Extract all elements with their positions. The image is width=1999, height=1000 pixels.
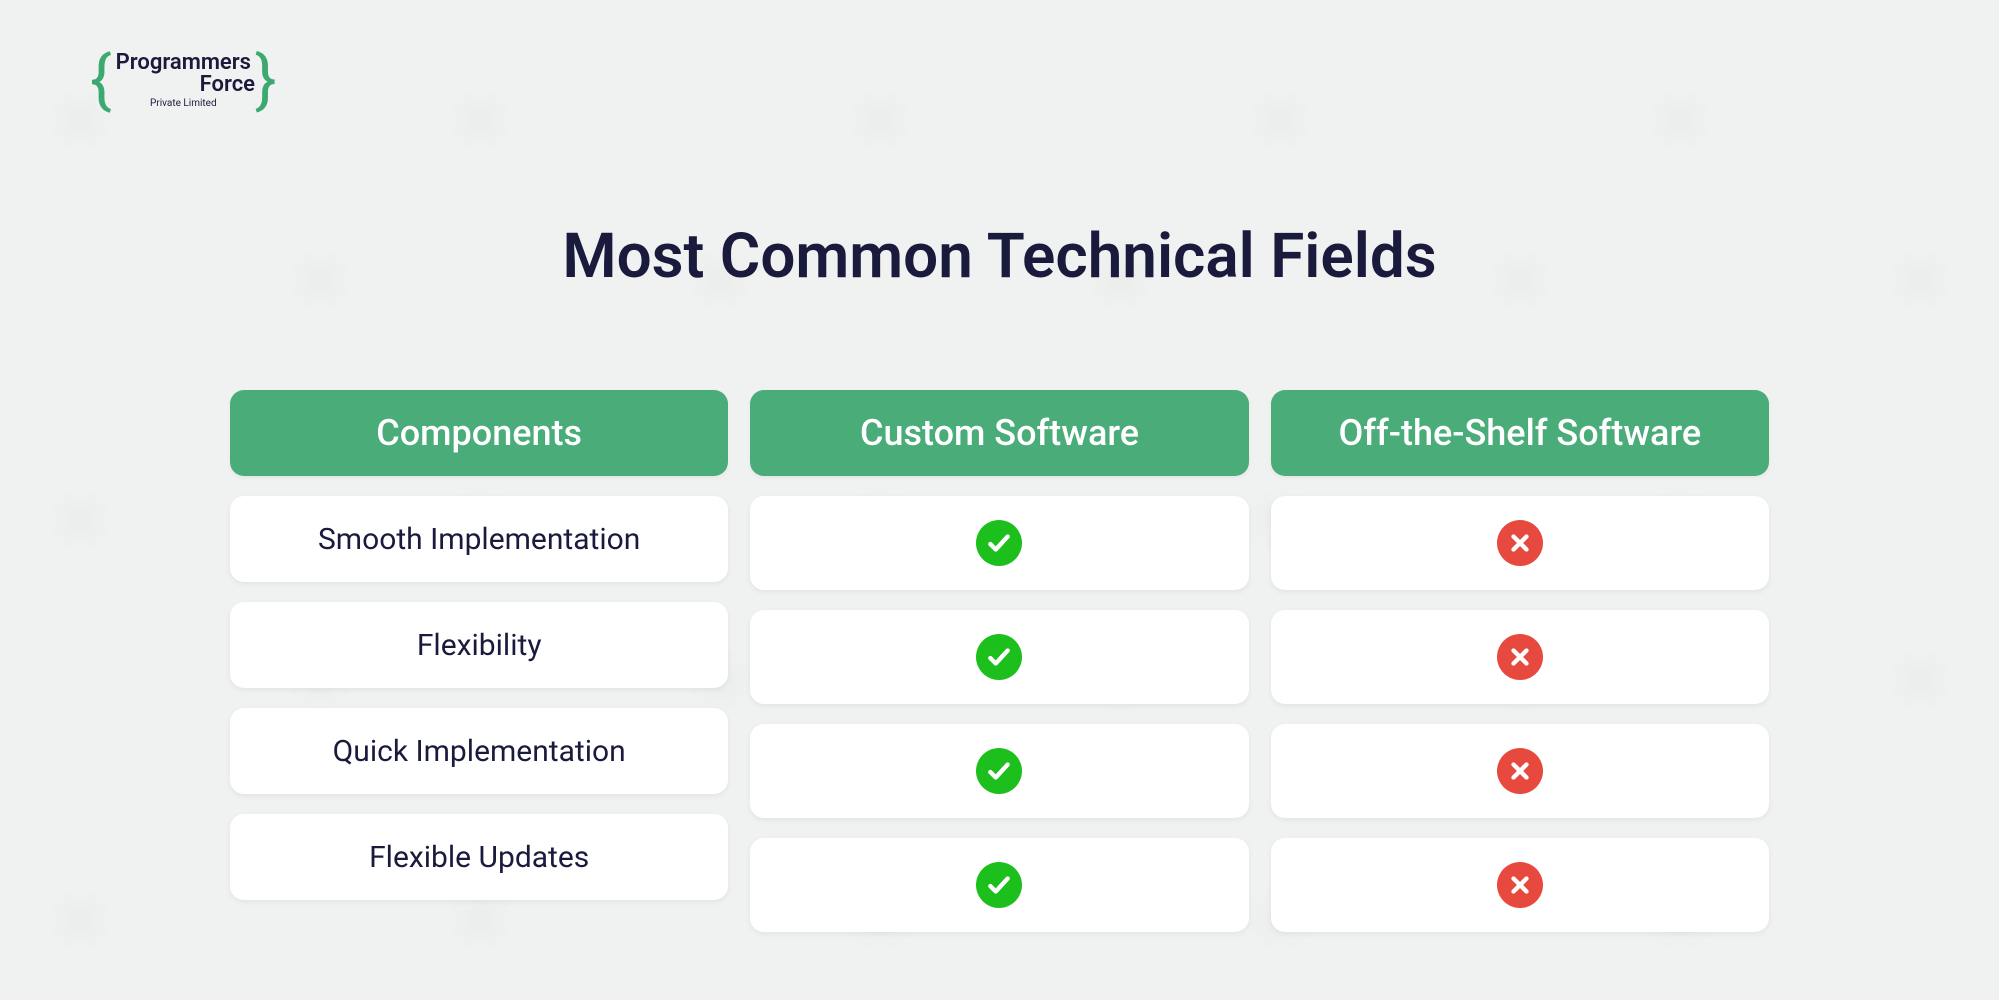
row-label: Flexible Updates	[369, 840, 589, 875]
table-row	[1271, 724, 1769, 818]
check-icon	[976, 748, 1022, 794]
table-header-offshelf: Off-the-Shelf Software	[1271, 390, 1769, 476]
cross-icon	[1497, 748, 1543, 794]
table-row: Flexibility	[230, 602, 728, 688]
logo: { Programmers Force Private Limited }	[90, 48, 277, 112]
check-icon	[976, 634, 1022, 680]
cross-icon	[1497, 520, 1543, 566]
row-label: Smooth Implementation	[318, 522, 640, 557]
page-title: Most Common Technical Fields	[0, 220, 1999, 293]
logo-line-3: Private Limited	[150, 98, 217, 109]
row-label: Flexibility	[417, 628, 542, 663]
table-header-custom: Custom Software	[750, 390, 1248, 476]
brace-right-icon: }	[255, 48, 277, 112]
table-row	[750, 724, 1248, 818]
brace-left-icon: {	[90, 48, 112, 112]
table-row	[1271, 610, 1769, 704]
table-row: Flexible Updates	[230, 814, 728, 900]
table-col-offshelf: Off-the-Shelf Software	[1271, 390, 1769, 932]
table-row: Quick Implementation	[230, 708, 728, 794]
check-icon	[976, 862, 1022, 908]
table-row	[750, 496, 1248, 590]
logo-line-2: Force	[200, 74, 255, 96]
cross-icon	[1497, 634, 1543, 680]
table-row: Smooth Implementation	[230, 496, 728, 582]
logo-text: Programmers Force Private Limited	[112, 52, 255, 109]
logo-line-1: Programmers	[116, 52, 251, 74]
table-col-custom: Custom Software	[750, 390, 1248, 932]
table-col-components: Components Smooth Implementation Flexibi…	[230, 390, 728, 932]
row-label: Quick Implementation	[333, 734, 626, 769]
table-row	[1271, 838, 1769, 932]
check-icon	[976, 520, 1022, 566]
table-header-components: Components	[230, 390, 728, 476]
table-row	[750, 610, 1248, 704]
cross-icon	[1497, 862, 1543, 908]
comparison-table: Components Smooth Implementation Flexibi…	[230, 390, 1769, 932]
table-row	[750, 838, 1248, 932]
table-row	[1271, 496, 1769, 590]
